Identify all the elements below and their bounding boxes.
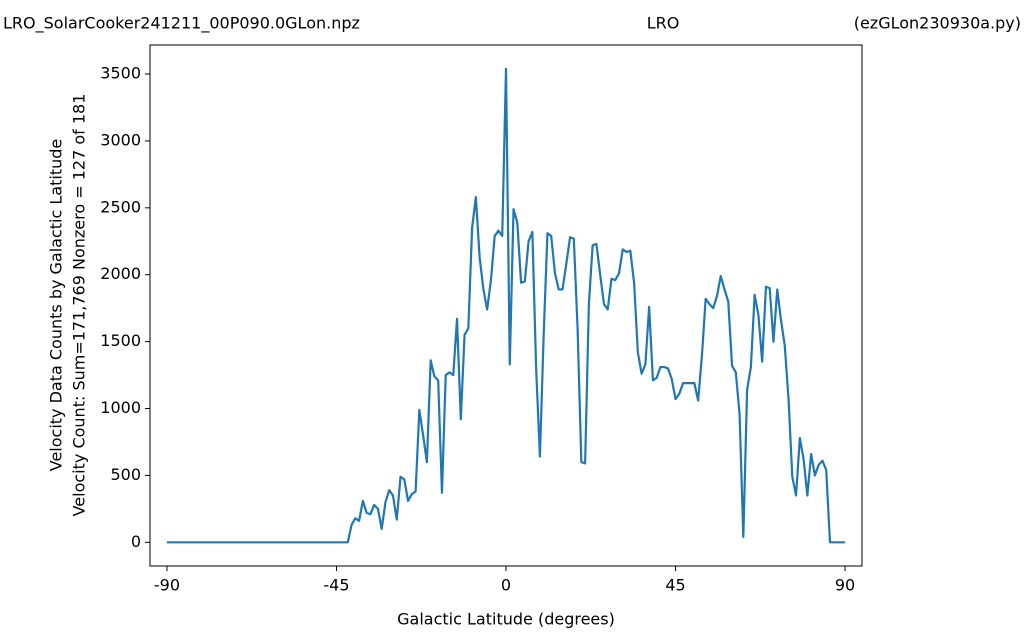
y-tick-label: 1500 <box>100 331 141 350</box>
x-tick-label: 0 <box>501 576 511 595</box>
x-tick-label: 90 <box>835 576 855 595</box>
y-tick-label: 0 <box>131 532 141 551</box>
data-line <box>166 67 846 544</box>
chart-title-left: LRO_SolarCooker241211_00P090.0GLon.npz <box>3 14 360 34</box>
chart-title-center: LRO <box>647 14 680 33</box>
chart-title-right: (ezGLon230930a.py) <box>854 14 1021 33</box>
x-tick-label: -90 <box>154 576 180 595</box>
x-axis-label: Galactic Latitude (degrees) <box>397 610 615 629</box>
y-tick-label: 3000 <box>100 130 141 149</box>
y-tick-label: 2000 <box>100 264 141 283</box>
y-tick-label: 1000 <box>100 398 141 417</box>
x-tick-label: 45 <box>665 576 685 595</box>
y-tick-label: 2500 <box>100 197 141 216</box>
y-tick-label: 3500 <box>100 64 141 83</box>
y-tick-label: 500 <box>110 465 141 484</box>
y-axis-label: Velocity Data Counts by Galactic Latitud… <box>47 139 66 472</box>
y-axis-label: Velocity Count: Sum=171,769 Nonzero = 12… <box>70 94 89 517</box>
x-tick-label: -45 <box>323 576 349 595</box>
